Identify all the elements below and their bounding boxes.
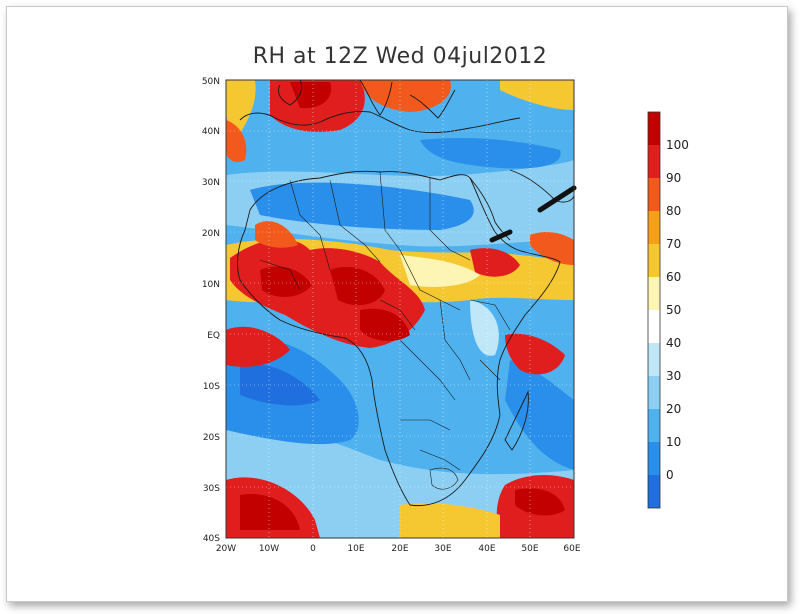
missing-data-marks <box>489 185 577 243</box>
colorbar-swatch <box>648 409 660 442</box>
colorbar-label-100: 100 <box>666 138 689 152</box>
colorbar-swatch <box>648 145 660 178</box>
lat-label-50n: 50N <box>202 77 220 87</box>
lon-label-20w: 20W <box>216 544 236 554</box>
lon-label-20e: 20E <box>391 544 408 554</box>
colorbar-swatch <box>648 112 660 145</box>
colorbar-labels: 100 90 80 70 60 50 40 30 20 10 0 <box>666 138 689 482</box>
colorbar-swatch <box>648 310 660 343</box>
colorbar-swatch <box>648 211 660 244</box>
colorbar-swatch <box>648 376 660 409</box>
lat-label-10s: 10S <box>203 382 220 392</box>
lat-label-30s: 30S <box>203 484 220 494</box>
lon-label-10w: 10W <box>259 544 279 554</box>
lon-label-50e: 50E <box>521 544 538 554</box>
colorbar-label-60: 60 <box>666 270 681 284</box>
colorbar-swatch <box>648 277 660 310</box>
colorbar-label-0: 0 <box>666 468 674 482</box>
colorbar-label-40: 40 <box>666 336 681 350</box>
colorbar-label-90: 90 <box>666 171 681 185</box>
lon-label-30e: 30E <box>434 544 451 554</box>
colorbar-label-70: 70 <box>666 237 681 251</box>
colorbar-swatch <box>648 178 660 211</box>
map-title: RH at 12Z Wed 04jul2012 <box>252 44 548 69</box>
lon-label-40e: 40E <box>478 544 495 554</box>
colorbar-swatch <box>648 343 660 376</box>
colorbar-border <box>647 111 661 509</box>
lat-label-eq: EQ <box>207 331 220 341</box>
lon-label-60e: 60E <box>563 544 580 554</box>
lon-label-0: 0 <box>310 544 316 554</box>
lon-axis: 20W 10W 0 10E 20E 30E 40E 50E 60E <box>216 544 581 554</box>
colorbar-swatch <box>648 475 660 508</box>
lat-label-20s: 20S <box>203 433 220 443</box>
colorbar-label-10: 10 <box>666 435 681 449</box>
lat-label-40n: 40N <box>202 127 220 137</box>
lat-label-10n: 10N <box>202 280 220 290</box>
grid-lines <box>226 80 574 538</box>
lat-label-20n: 20N <box>202 229 220 239</box>
colorbar <box>647 111 661 509</box>
colorbar-label-50: 50 <box>666 303 681 317</box>
colorbar-label-20: 20 <box>666 402 681 416</box>
colorbar-label-30: 30 <box>666 369 681 383</box>
lat-axis: 50N 40N 30N 20N 10N EQ 10S 20S 30S 40S <box>202 77 220 544</box>
lon-label-10e: 10E <box>347 544 364 554</box>
lat-label-40s: 40S <box>203 534 220 544</box>
lat-label-30n: 30N <box>202 178 220 188</box>
colorbar-swatch <box>648 244 660 277</box>
colorbar-swatch <box>648 442 660 475</box>
map-border <box>225 79 575 539</box>
country-borders <box>259 171 511 490</box>
coastlines <box>237 80 574 507</box>
colorbar-label-80: 80 <box>666 204 681 218</box>
